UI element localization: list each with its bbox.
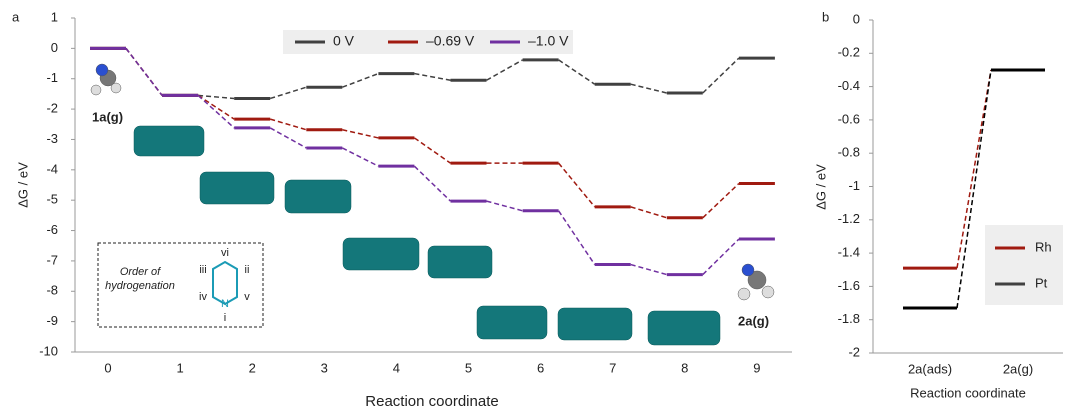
ring-label: ii	[245, 264, 250, 276]
y-tick-label: -9	[46, 313, 58, 328]
x-axis-title: Reaction coordinate	[365, 393, 498, 410]
connector	[126, 48, 162, 95]
connector	[631, 84, 667, 93]
connector	[559, 60, 595, 84]
x-axis-title: Reaction coordinate	[910, 385, 1026, 400]
connector	[559, 163, 595, 207]
connector	[559, 211, 595, 265]
connector	[342, 74, 378, 88]
x-tick-label: 4	[393, 360, 400, 375]
connector	[414, 74, 450, 81]
y-tick-label: 1	[51, 9, 58, 24]
connector	[703, 58, 739, 93]
ring-label: vi	[221, 247, 229, 259]
connector	[270, 128, 306, 148]
y-tick-label: -4	[46, 161, 58, 176]
connector	[414, 166, 450, 201]
x-tick-label: 2a(ads)	[908, 361, 952, 376]
y-tick-label: 0	[853, 11, 860, 26]
y-tick-label: -2	[848, 344, 860, 359]
y-tick-label: -1	[46, 70, 58, 85]
y-tick-label: -7	[46, 252, 58, 267]
connector	[270, 119, 306, 130]
connector	[631, 207, 667, 218]
ring-label: i	[224, 312, 226, 324]
y-tick-label: -6	[46, 222, 58, 237]
y-tick-label: -1.6	[838, 278, 860, 293]
y-tick-label: -10	[39, 343, 58, 358]
catalyst-slabs	[134, 126, 720, 345]
connector	[631, 265, 667, 275]
connector	[487, 60, 523, 80]
y-tick-label: -5	[46, 192, 58, 207]
legend-label: –0.69 V	[426, 33, 475, 49]
connector	[703, 183, 739, 217]
connector	[198, 95, 234, 127]
connector	[342, 130, 378, 138]
order-title: Order of	[120, 266, 161, 278]
connector	[342, 148, 378, 166]
atom-label: N	[221, 298, 229, 310]
panel-label: b	[822, 9, 829, 24]
legend-label: Rh	[1035, 239, 1052, 254]
connector	[270, 87, 306, 98]
y-tick-label: -1.8	[838, 311, 860, 326]
connector	[198, 95, 234, 119]
y-tick-label: 0	[51, 40, 58, 55]
y-tick-label: -3	[46, 131, 58, 146]
connector	[703, 239, 739, 275]
ring-label: v	[244, 291, 250, 303]
y-tick-label: -1.4	[838, 245, 860, 260]
connector	[414, 138, 450, 163]
y-axis-title: ΔG / eV	[813, 164, 828, 210]
y-tick-label: -1	[848, 178, 860, 193]
x-tick-label: 7	[609, 360, 616, 375]
x-tick-label: 5	[465, 360, 472, 375]
y-tick-label: -1.2	[838, 211, 860, 226]
figure: a b Reaction coordinate Reaction coordin…	[0, 0, 1077, 410]
y-tick-label: -2	[46, 101, 58, 116]
x-tick-label: 1	[176, 360, 183, 375]
y-axis-title: ΔG / eV	[15, 162, 30, 208]
x-tick-label: 2a(g)	[1003, 361, 1033, 376]
order-subtitle: hydrogenation	[105, 280, 175, 292]
x-tick-label: 2	[249, 360, 256, 375]
connector	[198, 95, 234, 98]
ring-label: iv	[199, 291, 207, 303]
y-tick-label: -0.8	[838, 145, 860, 160]
legend-label: –1.0 V	[528, 33, 569, 49]
y-tick-label: -0.4	[838, 78, 860, 93]
x-tick-label: 9	[753, 360, 760, 375]
legend-label: 0 V	[333, 33, 355, 49]
x-tick-label: 0	[104, 360, 111, 375]
annotation: 1a(g)	[92, 109, 123, 124]
x-tick-label: 8	[681, 360, 688, 375]
panel-label: a	[12, 9, 20, 24]
legend-label: Pt	[1035, 275, 1048, 290]
connector	[487, 201, 523, 211]
y-tick-label: -8	[46, 283, 58, 298]
legend-box	[985, 225, 1063, 305]
x-tick-label: 6	[537, 360, 544, 375]
annotation: 2a(g)	[738, 313, 769, 328]
x-tick-label: 3	[321, 360, 328, 375]
y-tick-label: -0.6	[838, 111, 860, 126]
y-tick-label: -0.2	[838, 45, 860, 60]
ring-label: iii	[199, 264, 206, 276]
